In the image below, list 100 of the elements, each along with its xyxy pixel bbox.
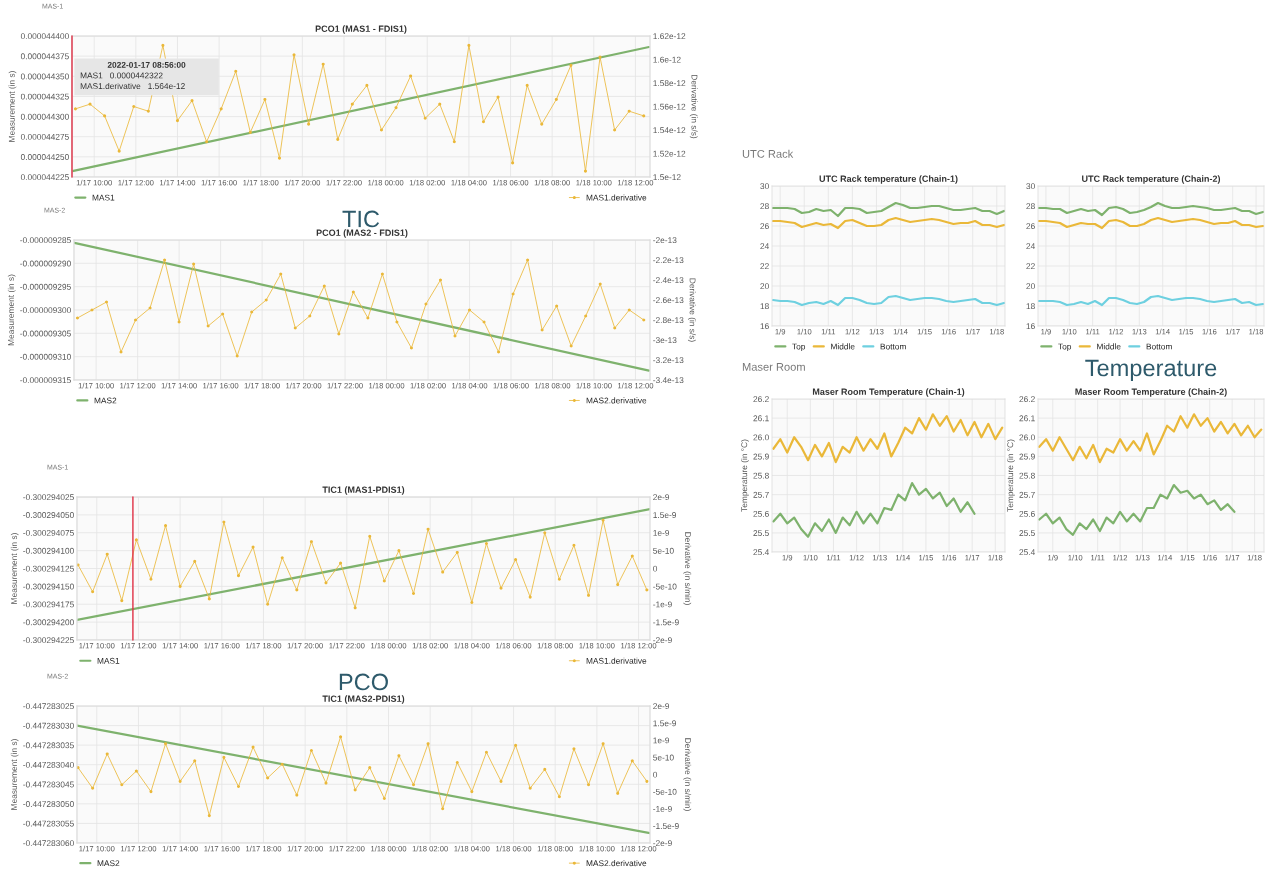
y-tick-label: 20 — [1026, 283, 1035, 290]
y-axis-title: Measurement (in s) — [10, 533, 19, 604]
y-tick-label: -0.300294150 — [23, 583, 74, 590]
annotation: 2022-01-17 08:56:00 — [107, 61, 186, 68]
y2-tick-label: -1e-9 — [653, 601, 672, 608]
y2-tick-label: -2e-9 — [653, 840, 672, 847]
y2-tick-label: -1.5e-9 — [653, 619, 679, 626]
y2-tick-label: 2e-9 — [653, 703, 670, 710]
y2-axis-title: Derivative (in s/s) — [687, 278, 696, 342]
y2-tick-label: -2.8e-13 — [653, 317, 684, 324]
y2-tick-label: -3.2e-13 — [653, 357, 684, 364]
y2-tick-label: -5e-10 — [653, 583, 677, 590]
legend-label: MAS1.derivative — [586, 657, 647, 664]
y2-tick-label: 1.5e-9 — [653, 512, 677, 518]
y-tick-label: 0.000044325 — [20, 93, 69, 100]
y-tick-label: 25.8 — [753, 472, 769, 479]
y-tick-label: 25.6 — [1019, 510, 1035, 517]
y2-tick-label: 1.6e-12 — [653, 56, 681, 63]
y2-tick-label: 1.52e-12 — [653, 150, 686, 157]
y-tick-label: 24 — [1026, 243, 1035, 250]
y-tick-label: 0.000044300 — [20, 113, 69, 120]
chart-title: UTC Rack temperature (Chain-1) — [819, 175, 958, 184]
chart-title: UTC Rack temperature (Chain-2) — [1082, 175, 1221, 184]
y2-tick-label: 0 — [653, 771, 658, 778]
y-tick-label: 28 — [1026, 203, 1035, 210]
y-tick-label: 26.0 — [753, 434, 769, 441]
y2-tick-label: -2e-9 — [653, 637, 672, 644]
y-tick-label: 16 — [1026, 323, 1035, 330]
y2-tick-label: -2e-13 — [653, 237, 677, 244]
legend-label: Top — [1058, 343, 1072, 352]
y-tick-label: -0.000009285 — [20, 237, 71, 244]
y2-tick-label: -2.4e-13 — [653, 277, 684, 284]
legend-label: MAS2 — [94, 397, 117, 404]
y-tick-label: -0.300294100 — [23, 547, 74, 554]
y-tick-label: 18 — [760, 303, 769, 310]
y2-tick-label: -1.5e-9 — [653, 823, 679, 829]
y-tick-label: -0.447283040 — [23, 761, 74, 768]
legend-label: MAS2 — [97, 860, 120, 867]
y-tick-label: 0.000044375 — [20, 53, 69, 60]
y-tick-label: -0.447283030 — [23, 722, 74, 729]
y-tick-label: 26.2 — [1019, 396, 1035, 403]
y-tick-label: -0.000009300 — [20, 307, 71, 314]
y-tick-label: -0.300294225 — [23, 637, 74, 644]
legend-label: MAS1 — [97, 657, 120, 664]
y2-tick-label: 1.5e-9 — [653, 720, 677, 727]
y2-tick-label: 1.58e-12 — [653, 80, 686, 87]
y-tick-label: -0.447283055 — [23, 820, 74, 827]
y2-tick-label: 1e-9 — [653, 737, 670, 744]
y-tick-label: 26 — [1026, 223, 1035, 230]
y-tick-label: 0.000044400 — [20, 33, 69, 40]
y-tick-label: -0.447283035 — [23, 742, 74, 749]
y2-tick-label: 0 — [653, 565, 658, 572]
y-tick-label: 25.7 — [1019, 491, 1035, 498]
y-tick-label: 20 — [760, 283, 769, 290]
annotation: MAS1.derivative 1.564e-12 — [80, 82, 185, 89]
legend-label: Bottom — [1146, 343, 1172, 350]
y-tick-label: 25.4 — [753, 549, 769, 556]
y-tick-label: 0.000044225 — [20, 174, 69, 181]
y-tick-label: -0.300294075 — [23, 529, 74, 536]
y-axis-title: Temperature (in °C) — [1007, 439, 1015, 512]
y2-tick-label: -5e-10 — [653, 788, 677, 795]
y2-tick-label: -2.6e-13 — [653, 297, 684, 304]
y-tick-label: 26.2 — [753, 396, 769, 403]
legend-label: MAS1 — [92, 194, 115, 201]
y2-tick-label: -2.2e-13 — [653, 257, 684, 264]
y-tick-label: 25.8 — [1019, 472, 1035, 479]
y-tick-label: -0.300294050 — [23, 512, 74, 518]
y-tick-label: -0.000009310 — [20, 353, 71, 360]
text: PCO — [339, 673, 388, 691]
y2-tick-label: 1.5e-12 — [653, 174, 681, 181]
y-tick-label: 30 — [760, 183, 769, 190]
y-tick-label: 22 — [760, 263, 769, 270]
y-tick-label: -0.447283050 — [23, 801, 74, 807]
y-tick-label: 25.5 — [753, 530, 769, 536]
y-tick-label: 25.6 — [753, 510, 769, 517]
y-tick-label: -0.300294175 — [23, 601, 74, 608]
y2-tick-label: 1.54e-12 — [653, 127, 686, 134]
y2-tick-label: 1.62e-12 — [653, 33, 686, 40]
y-tick-label: 0.000044250 — [20, 154, 69, 160]
y-tick-label: -0.000009305 — [20, 330, 71, 337]
chart-title: Maser Room Temperature (Chain-2) — [1075, 388, 1227, 397]
y2-tick-label: 1.56e-12 — [653, 103, 686, 110]
y-tick-label: -0.000009295 — [20, 283, 71, 290]
y-tick-label: 18 — [1026, 303, 1035, 310]
y-tick-label: 25.9 — [1019, 453, 1035, 460]
y-tick-label: 0.000044350 — [20, 73, 69, 80]
legend-label: MAS1.derivative — [586, 194, 647, 201]
legend-label: Middle — [831, 343, 855, 350]
y-tick-label: 0.000044275 — [20, 133, 69, 140]
y2-axis-title: Derivative (in s/s) — [689, 75, 698, 139]
chart-title: TIC1 (MAS1-PDIS1) — [322, 486, 405, 495]
chart-subtitle: Maser Room — [742, 363, 805, 371]
y-axis-title: Measurement (in s) — [8, 71, 17, 142]
chart-title: TIC1 (MAS2-PDIS1) — [322, 695, 405, 704]
y-tick-label: 25.5 — [1019, 530, 1035, 536]
y2-tick-label: -3.4e-13 — [653, 377, 684, 384]
legend-label: Top — [792, 343, 806, 352]
y-tick-label: -0.300294025 — [23, 494, 74, 501]
y-tick-label: 26 — [760, 223, 769, 230]
legend-label: Bottom — [880, 343, 906, 350]
